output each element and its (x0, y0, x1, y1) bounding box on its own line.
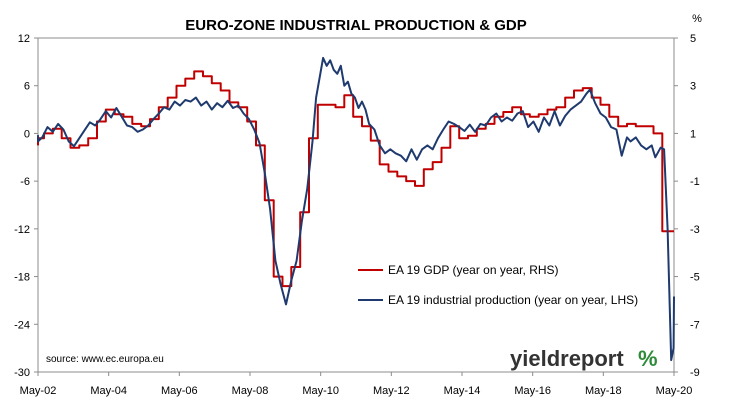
x-tick-label: May-14 (444, 385, 481, 397)
brand-wordmark: yieldreport (510, 346, 624, 371)
x-tick-label: May-10 (302, 385, 339, 397)
x-tick-label: May-12 (373, 385, 410, 397)
left-tick-label: 0 (24, 128, 30, 140)
x-axis: May-02 May-04 May-06 May-08 May-10 May-12 May-… (20, 372, 693, 397)
chart-title: EURO-ZONE INDUSTRIAL PRODUCTION & GDP (185, 17, 526, 34)
series-line-industrial-production (37, 56, 675, 362)
legend-label-gdp: EA 19 GDP (year on year, RHS) (388, 263, 559, 277)
x-tick-label: May-08 (232, 385, 269, 397)
left-axis: 12 6 0 -6 -12 -18 -24 -30 (14, 33, 38, 379)
left-tick-label: 6 (24, 81, 30, 93)
left-tick-label: 12 (18, 33, 30, 45)
series-line-gdp (37, 70, 674, 288)
right-tick-label: -3 (690, 224, 700, 236)
right-tick-label: -1 (690, 176, 700, 188)
right-tick-label: -9 (690, 367, 700, 379)
right-tick-label: 3 (690, 81, 696, 93)
right-tick-label: 5 (690, 33, 696, 45)
right-tick-label: -5 (690, 272, 700, 284)
brand-percent-icon: % (638, 346, 658, 371)
right-axis-unit: % (692, 13, 702, 25)
x-tick-label: May-06 (161, 385, 198, 397)
left-tick-label: -18 (14, 272, 30, 284)
x-tick-label: May-02 (20, 385, 57, 397)
right-tick-label: 1 (690, 128, 696, 140)
left-tick-label: -24 (14, 319, 30, 331)
x-tick-label: May-16 (514, 385, 551, 397)
left-tick-label: -30 (14, 367, 30, 379)
plot-frame (37, 37, 675, 373)
x-tick-label: May-18 (585, 385, 622, 397)
left-tick-label: -6 (20, 176, 30, 188)
right-tick-label: -7 (690, 319, 700, 331)
right-axis: 5 3 1 -1 -3 -5 -7 -9 (674, 33, 700, 379)
left-tick-label: -12 (14, 224, 30, 236)
source-note: source: www.ec.europa.eu (46, 354, 164, 365)
x-tick-label: May-04 (90, 385, 127, 397)
legend-label-ip: EA 19 industrial production (year on yea… (388, 293, 638, 307)
series-layer (37, 56, 675, 362)
x-tick-label: May-20 (656, 385, 693, 397)
